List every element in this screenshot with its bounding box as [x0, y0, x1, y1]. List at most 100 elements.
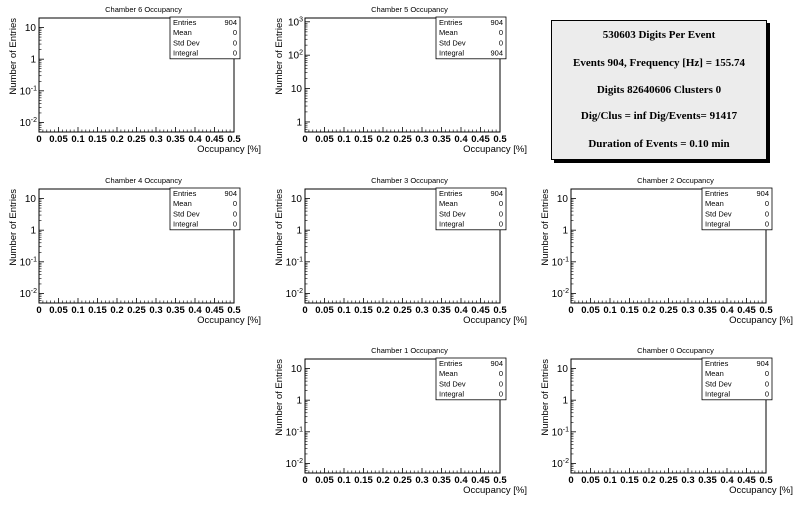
x-tick-label: 0.5: [227, 305, 241, 316]
stats-label: Mean: [705, 369, 724, 378]
y-tick-base: 10: [552, 257, 564, 268]
y-axis-label: Number of Entries: [8, 18, 19, 95]
y-tick-exponent: -2: [297, 458, 303, 465]
x-tick-label: 0.2: [376, 134, 389, 145]
x-tick-label: 0.45: [737, 475, 756, 486]
x-axis-label: Occupancy [%]: [463, 485, 527, 496]
x-tick-label: 0.25: [127, 134, 146, 145]
stats-value: 0: [499, 390, 503, 399]
stats-value: 0: [233, 38, 237, 47]
x-tick-label: 0.4: [454, 475, 468, 486]
x-tick-label: 0.15: [620, 475, 639, 486]
x-tick-label: 0.4: [454, 305, 468, 316]
y-tick-base: 10: [286, 257, 298, 268]
y-tick-label: 10-1: [286, 426, 303, 438]
x-tick-label: 0.3: [149, 305, 162, 316]
x-tick-label: 0.25: [393, 134, 412, 145]
y-axis-label: Number of Entries: [8, 189, 19, 266]
x-tick-label: 0.05: [315, 134, 334, 145]
stats-label: Std Dev: [173, 209, 200, 218]
x-tick-label: 0: [36, 134, 41, 145]
x-tick-label: 0: [302, 475, 307, 486]
stats-label: Integral: [439, 390, 464, 399]
y-tick-label: 1: [30, 226, 36, 237]
x-tick-label: 0.45: [737, 305, 756, 316]
x-tick-label: 0.35: [432, 134, 451, 145]
y-tick-label: 1: [296, 226, 302, 237]
x-tick-label: 0.1: [337, 305, 351, 316]
summary-digits-clusters: Digits 82640606 Clusters 0: [596, 84, 722, 96]
y-axis-label: Number of Entries: [274, 359, 285, 436]
x-tick-label: 0.35: [432, 475, 451, 486]
x-tick-label: 0.35: [166, 134, 185, 145]
stats-label: Entries: [173, 189, 197, 198]
summary-duration: Duration of Events = 0.10 min: [588, 138, 730, 150]
stats-value: 0: [499, 199, 503, 208]
y-tick-base: 10: [552, 289, 564, 300]
stats-label: Mean: [173, 199, 192, 208]
stats-box: [701, 357, 773, 401]
x-tick-label: 0.2: [376, 305, 389, 316]
stats-value: 904: [490, 49, 503, 58]
y-axis-label: Number of Entries: [274, 18, 285, 95]
x-tick-label: 0.15: [620, 305, 639, 316]
stats-value: 904: [490, 189, 503, 198]
stats-label: Integral: [173, 49, 198, 58]
x-tick-label: 0.15: [88, 305, 107, 316]
stats-value: 0: [233, 209, 237, 218]
y-tick-exponent: -2: [297, 288, 303, 295]
y-tick-label: 10-1: [286, 256, 303, 268]
stats-value: 904: [490, 359, 503, 368]
stats-box: [435, 187, 507, 231]
y-tick-label: 10: [557, 364, 569, 375]
x-tick-label: 0.3: [415, 134, 428, 145]
x-tick-label: 0.45: [205, 134, 224, 145]
y-tick-exponent: -2: [31, 117, 37, 124]
x-tick-label: 0.05: [581, 475, 600, 486]
stats-label: Std Dev: [439, 209, 466, 218]
y-tick-label: 10: [291, 84, 303, 95]
chart-title: Chamber 1 Occupancy: [371, 346, 448, 355]
stats-value: 0: [499, 38, 503, 47]
y-tick-base: 10: [552, 459, 564, 470]
stats-value: 0: [233, 199, 237, 208]
x-axis-label: Occupancy [%]: [463, 144, 527, 155]
stats-label: Entries: [705, 189, 729, 198]
stats-value: 904: [756, 359, 769, 368]
y-tick-base: 10: [288, 17, 300, 28]
stats-label: Mean: [439, 369, 458, 378]
x-tick-label: 0.5: [493, 305, 507, 316]
x-tick-label: 0: [568, 475, 573, 486]
x-tick-label: 0.3: [415, 305, 428, 316]
x-tick-label: 0.05: [49, 134, 68, 145]
y-axis-label: Number of Entries: [274, 189, 285, 266]
x-tick-label: 0.45: [471, 475, 490, 486]
y-tick-base: 10: [20, 118, 32, 129]
x-tick-label: 0.1: [603, 475, 617, 486]
x-tick-label: 0.05: [49, 305, 68, 316]
x-tick-label: 0.25: [393, 475, 412, 486]
stats-box: [435, 357, 507, 401]
stats-box: [435, 16, 507, 60]
x-tick-label: 0.3: [681, 305, 694, 316]
y-tick-base: 10: [286, 427, 298, 438]
chart-title: Chamber 3 Occupancy: [371, 176, 448, 185]
stats-value: 0: [499, 28, 503, 37]
stats-label: Std Dev: [173, 38, 200, 47]
x-tick-label: 0.05: [315, 475, 334, 486]
x-tick-label: 0.5: [227, 134, 241, 145]
x-tick-label: 0.45: [205, 305, 224, 316]
x-tick-label: 0.4: [188, 134, 202, 145]
summary-events-frequency: Events 904, Frequency [Hz] = 155.74: [573, 57, 745, 69]
stats-box: [169, 16, 241, 60]
x-tick-label: 0.25: [659, 475, 678, 486]
stats-value: 0: [499, 369, 503, 378]
y-tick-label: 1: [296, 396, 302, 407]
y-tick-label: 10: [25, 194, 37, 205]
y-tick-label: 10-2: [552, 288, 569, 300]
x-axis-label: Occupancy [%]: [197, 144, 261, 155]
chart-title: Chamber 6 Occupancy: [105, 5, 182, 14]
stats-value: 0: [233, 28, 237, 37]
